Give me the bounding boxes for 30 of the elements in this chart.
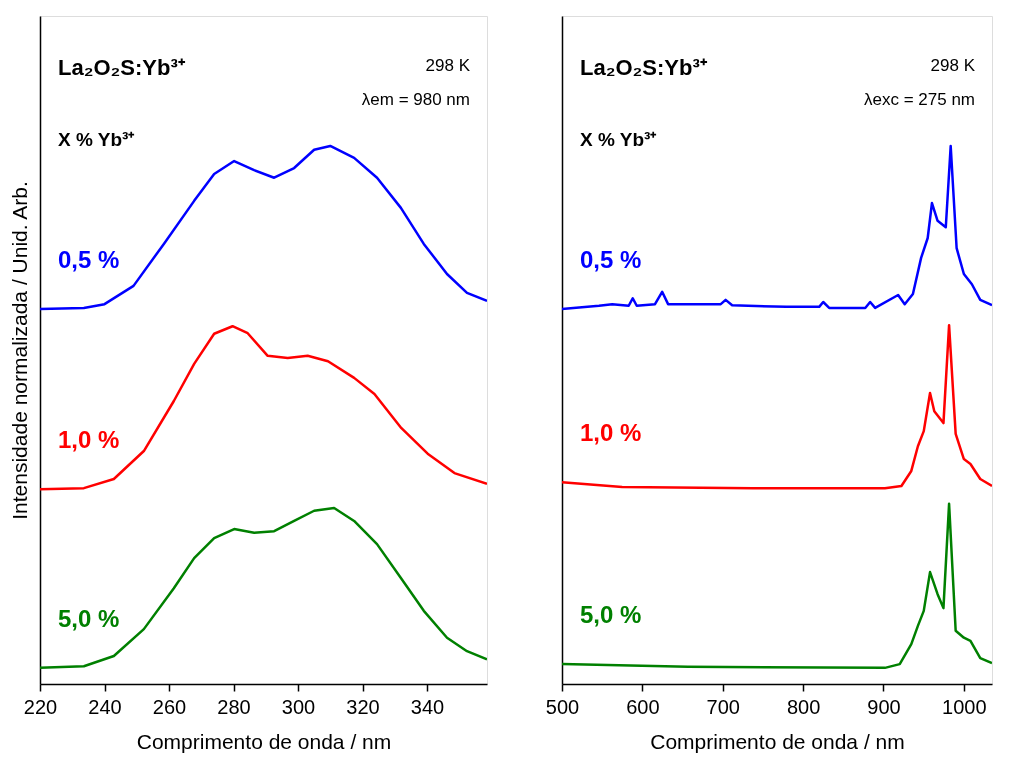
series-label: 0,5 %	[580, 246, 642, 273]
x-tick-label: 500	[545, 695, 580, 718]
annotation: X % Yb³⁺	[58, 129, 136, 150]
text: λem = 980 nm	[361, 90, 470, 109]
series-label: 1,0 %	[580, 419, 642, 447]
x-tick-label: 340	[410, 695, 445, 718]
text: La₂O₂S:Yb³⁺	[58, 55, 186, 80]
annotation: X % Yb³⁺	[580, 129, 658, 150]
x-tick-label: 280	[217, 695, 251, 718]
x-tick-label: 600	[626, 695, 660, 718]
x-tick-label: 260	[152, 695, 187, 718]
x-axis-title: Comprimento de onda / nm	[650, 729, 905, 753]
x-axis-title: Comprimento de onda / nm	[136, 729, 392, 753]
text: λexc = 275 nm	[863, 90, 975, 109]
x-tick-label: 900	[867, 695, 901, 718]
series-label: 5,0 %	[580, 601, 642, 629]
text: 298 K	[930, 56, 976, 75]
x-tick-label: 700	[706, 695, 740, 718]
y-axis-title: Intensidade normalizada / Unid. Arb.	[7, 181, 31, 520]
x-tick-label: 800	[786, 695, 821, 718]
series-label: 5,0 %	[58, 604, 120, 632]
x-tick-label: 300	[281, 695, 316, 718]
series-label: 0,5 %	[58, 246, 120, 273]
text: 298 K	[425, 56, 471, 75]
x-tick-label: 1000	[942, 695, 987, 718]
x-tick-label: 220	[23, 695, 58, 718]
series-label: 1,0 %	[58, 426, 120, 454]
text: La₂O₂S:Yb³⁺	[580, 55, 708, 80]
x-tick-label: 240	[88, 695, 122, 718]
x-tick-label: 320	[346, 695, 380, 718]
